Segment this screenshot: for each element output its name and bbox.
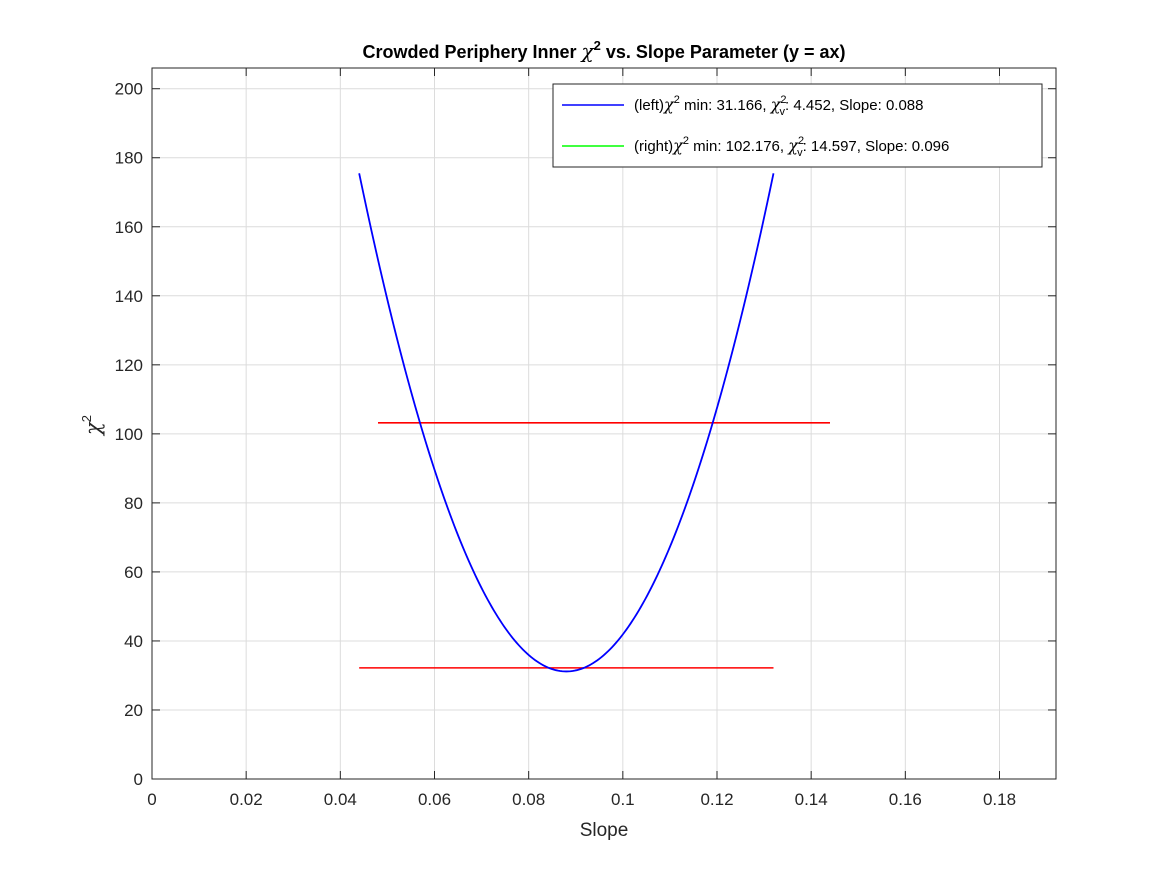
series-curve-left [358,173,775,673]
legend-left-prefix: (left) [634,97,664,114]
chart-title-chi: χ [580,39,596,63]
x-tick-label: 0.16 [889,790,922,809]
legend-right-nu-chi: χ [787,136,799,155]
series-lines [358,173,775,673]
y-tick-label: 180 [115,149,143,168]
y-tick-label: 140 [115,287,143,306]
legend-right-prefix: (right) [634,138,673,155]
chart-title-suffix: vs. Slope Parameter (y = ax) [601,42,846,62]
legend-right-sup: 2 [683,135,689,147]
legend-box [552,83,1043,168]
x-tick-label: 0.14 [795,790,828,809]
y-axis-label: χ2 [79,415,105,437]
legend-left-sup: 2 [674,94,680,106]
chart-title: Crowded Periphery Inner χ2 vs. Slope Par… [362,38,845,63]
legend-left-chi: χ [663,95,675,114]
legend-left-mid1: min: 31.166, [680,97,771,114]
y-axis-label-sup: 2 [79,415,94,422]
legend-right-nu-sup: 2 [798,135,804,147]
y-tick-label: 200 [115,80,143,99]
x-tick-label: 0.02 [230,790,263,809]
chart-title-prefix: Crowded Periphery Inner [362,42,581,62]
chart-title-sup: 2 [594,38,601,53]
x-tick-label: 0.12 [700,790,733,809]
legend-left-mid2: : 4.452, Slope: 0.088 [785,97,923,114]
ticks [151,68,1056,780]
y-tick-label: 20 [124,701,143,720]
x-tick-label: 0 [147,790,156,809]
y-tick-label: 100 [115,425,143,444]
reference-lines [359,422,830,669]
axes-frame [151,67,1057,780]
x-tick-label: 0.06 [418,790,451,809]
y-tick-label: 60 [124,563,143,582]
x-tick-label: 0.08 [512,790,545,809]
legend-right-mid2: : 14.597, Slope: 0.096 [803,138,950,155]
x-tick-label: 0.04 [324,790,357,809]
legend-right-chi: χ [672,136,684,155]
y-axis-label-chi: χ [81,421,105,437]
y-tick-label: 80 [124,494,143,513]
legend-left-nu-chi: χ [770,95,782,114]
legend-entry-right: (right)χ2 min: 102.176, χ2 v: 14.597, Slo… [634,135,949,159]
legend-left-nu-sup: 2 [780,94,786,106]
x-axis-label: Slope [580,820,629,841]
legend: (left)χ2 min: 31.166, χ2 v: 4.452, Slope:… [552,83,1043,168]
y-tick-label: 0 [134,770,143,789]
y-tick-label: 120 [115,356,143,375]
x-tick-label: 0.18 [983,790,1016,809]
y-tick-label: 40 [124,632,143,651]
legend-right-nu-sub: v [797,147,803,159]
legend-entry-left: (left)χ2 min: 31.166, χ2 v: 4.452, Slope:… [634,94,924,118]
y-tick-label: 160 [115,218,143,237]
x-tick-labels: 0 0.02 0.04 0.06 0.08 0.1 0.12 0.14 0.16 0.18 [147,790,1016,809]
plot-area [151,67,1057,780]
y-tick-labels: 0 20 40 60 80 100 120 140 160 180 200 [115,80,143,789]
x-tick-label: 0.1 [611,790,635,809]
legend-left-nu-sub: v [780,106,786,118]
legend-right-mid1: min: 102.176, [689,138,788,155]
